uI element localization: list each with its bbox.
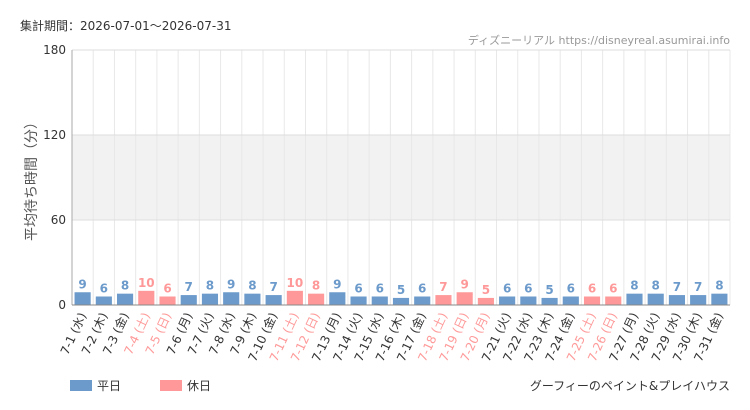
bar	[520, 296, 537, 305]
bar	[223, 292, 240, 305]
bar	[74, 292, 91, 305]
bar	[647, 293, 664, 305]
value-label: 6	[418, 282, 426, 296]
y-tick-label: 180	[43, 43, 66, 57]
value-label: 8	[715, 279, 723, 293]
value-label: 5	[482, 283, 490, 297]
value-label: 6	[609, 282, 617, 296]
y-axis-label: 平均待ち時間（分）	[24, 115, 40, 241]
value-label: 10	[138, 276, 155, 290]
value-label: 7	[185, 280, 193, 294]
legend-label: 平日	[97, 379, 121, 393]
attraction-name: グーフィーのペイント&プレイハウス	[530, 379, 730, 393]
value-label: 6	[100, 282, 108, 296]
legend-swatch	[160, 380, 182, 391]
value-label: 7	[673, 280, 681, 294]
value-label: 6	[376, 282, 384, 296]
value-label: 9	[460, 277, 468, 291]
bar	[435, 295, 452, 305]
bar	[308, 293, 325, 305]
bar	[477, 297, 494, 305]
bar	[265, 295, 282, 305]
bar	[499, 296, 516, 305]
period: 集計期間：2026-07-01～2026-07-31	[20, 18, 231, 33]
value-label: 8	[312, 279, 320, 293]
bar	[392, 297, 410, 305]
value-label: 7	[269, 280, 277, 294]
y-tick-label: 120	[43, 128, 66, 142]
value-label: 6	[163, 282, 171, 296]
legend-label: 休日	[187, 379, 211, 393]
value-label: 6	[354, 282, 362, 296]
bar	[414, 296, 431, 305]
value-label: 7	[694, 280, 702, 294]
value-label: 8	[248, 279, 256, 293]
bar	[562, 296, 579, 305]
value-label: 6	[503, 282, 511, 296]
bar	[159, 296, 176, 305]
bar	[286, 290, 303, 305]
bar	[180, 295, 197, 305]
value-label: 6	[567, 282, 575, 296]
bar	[95, 296, 112, 305]
value-label: 9	[227, 277, 235, 291]
value-label: 10	[287, 276, 304, 290]
bar	[138, 290, 155, 305]
bar	[201, 293, 219, 305]
value-label: 8	[121, 279, 129, 293]
bar	[329, 292, 346, 305]
shaded-band	[72, 135, 730, 220]
source: ディズニーリアル https://disneyreal.asumirai.inf…	[468, 33, 730, 47]
y-tick-label: 60	[51, 213, 66, 227]
value-label: 6	[588, 282, 596, 296]
value-label: 5	[545, 283, 553, 297]
bar	[350, 296, 367, 305]
value-label: 8	[630, 279, 638, 293]
bar	[116, 293, 134, 305]
value-label: 9	[333, 277, 341, 291]
value-label: 8	[206, 279, 214, 293]
value-label: 6	[524, 282, 532, 296]
value-label: 8	[652, 279, 660, 293]
value-label: 5	[397, 283, 405, 297]
bar	[626, 293, 643, 305]
y-tick-label: 0	[58, 298, 66, 312]
legend-swatch	[70, 380, 92, 391]
bar	[541, 297, 558, 305]
bar	[605, 296, 622, 305]
bar	[456, 292, 473, 305]
bar	[244, 293, 261, 305]
bar	[690, 295, 707, 305]
value-label: 9	[78, 277, 86, 291]
bar	[371, 296, 388, 305]
value-label: 7	[439, 280, 447, 294]
bar	[711, 293, 728, 305]
bar	[583, 296, 601, 305]
bar	[668, 295, 686, 305]
